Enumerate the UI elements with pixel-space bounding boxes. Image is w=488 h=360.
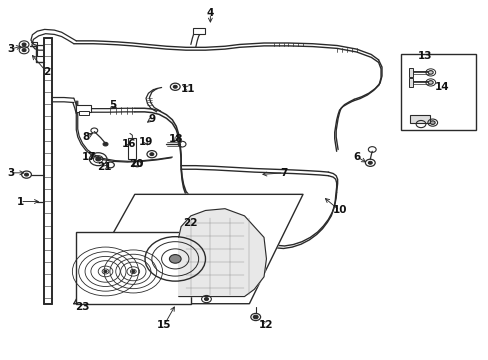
Text: 16: 16 [122, 139, 136, 149]
Circle shape [429, 121, 434, 125]
Bar [128, 138, 136, 159]
Text: 9: 9 [148, 114, 155, 124]
Text: 2: 2 [43, 67, 51, 77]
Circle shape [253, 315, 258, 319]
Bar [400, 54, 475, 130]
Circle shape [169, 255, 181, 263]
Circle shape [132, 270, 135, 273]
Bar [409, 115, 429, 123]
Text: 18: 18 [169, 134, 183, 144]
Circle shape [427, 71, 432, 74]
Text: 4: 4 [206, 8, 214, 18]
Circle shape [367, 161, 371, 164]
Circle shape [104, 270, 107, 273]
Text: 19: 19 [139, 138, 153, 147]
Circle shape [103, 142, 108, 146]
Circle shape [24, 173, 28, 176]
Text: 22: 22 [183, 218, 198, 228]
Text: 1: 1 [17, 197, 24, 207]
Text: 15: 15 [157, 320, 171, 330]
Text: 8: 8 [82, 132, 89, 142]
Text: 23: 23 [75, 302, 90, 312]
Text: 21: 21 [97, 162, 112, 172]
Circle shape [427, 81, 432, 84]
Circle shape [173, 85, 177, 88]
Polygon shape [74, 194, 303, 304]
Text: 3: 3 [7, 168, 14, 178]
Bar [76, 105, 91, 112]
Text: 3: 3 [7, 44, 14, 54]
Circle shape [96, 157, 101, 161]
Circle shape [150, 153, 154, 156]
Circle shape [204, 298, 208, 301]
Circle shape [22, 49, 26, 51]
Text: 10: 10 [332, 206, 346, 216]
Bar [408, 78, 412, 87]
Bar [193, 28, 205, 34]
Text: 11: 11 [181, 84, 195, 94]
Bar [76, 232, 190, 304]
Text: 13: 13 [417, 51, 431, 61]
Text: 5: 5 [109, 100, 116, 110]
Bar [79, 111, 89, 116]
Text: 14: 14 [434, 82, 448, 92]
Bar [408, 68, 412, 77]
Text: 12: 12 [259, 320, 273, 330]
Polygon shape [178, 209, 266, 297]
Text: 6: 6 [352, 152, 360, 162]
Text: 17: 17 [82, 152, 97, 162]
Text: 7: 7 [279, 168, 286, 178]
Circle shape [22, 43, 26, 46]
Text: 20: 20 [129, 159, 143, 169]
